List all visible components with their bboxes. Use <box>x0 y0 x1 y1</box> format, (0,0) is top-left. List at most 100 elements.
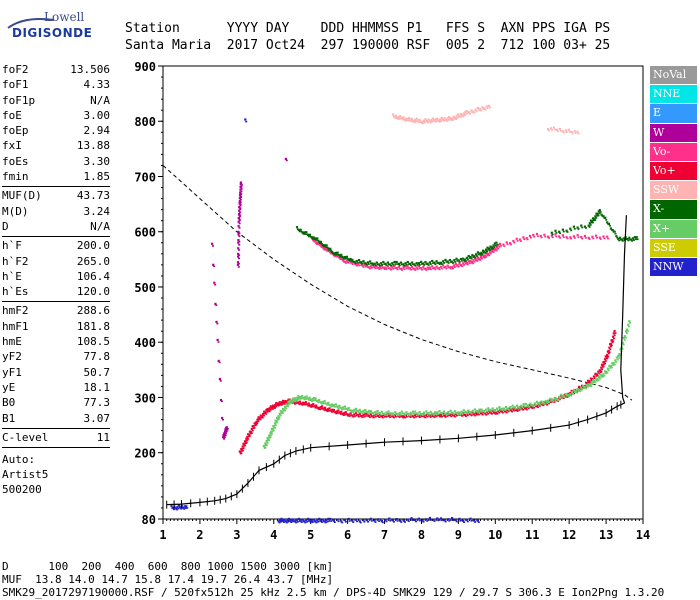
echo-point-x <box>377 412 380 414</box>
echo-point-w <box>239 194 242 197</box>
echo-point-x <box>403 264 406 267</box>
echo-point-x <box>331 250 334 254</box>
echo-point-x <box>544 400 547 403</box>
echo-point-vo <box>374 416 377 418</box>
echo-point-x <box>334 251 337 255</box>
echo-point-ssw <box>455 118 457 121</box>
echo-point-vo <box>518 409 521 411</box>
echo-point-x <box>373 262 376 265</box>
echo-point-vo <box>548 402 550 405</box>
echo-point-vo <box>241 445 244 448</box>
echo-point-nnw <box>287 517 290 520</box>
echo-point-nnw <box>341 521 344 524</box>
echo-point-x <box>462 257 465 260</box>
echo-point-x <box>395 260 398 264</box>
echo-point-vo <box>264 413 267 415</box>
echo-point-nnw <box>392 521 395 523</box>
echo-point-x <box>316 399 319 402</box>
echo-point-vo <box>401 415 404 418</box>
echo-point-x <box>493 242 496 245</box>
echo-point-ssw <box>464 110 467 113</box>
echo-point-vo <box>443 414 446 417</box>
echo-point-vo <box>349 261 352 264</box>
echo-point-vo <box>525 237 528 240</box>
echo-point-vo <box>435 415 438 418</box>
echo-point-vo <box>320 246 323 248</box>
autoscaling-line: Artist5 <box>2 468 49 482</box>
echo-point-x <box>617 237 620 241</box>
echo-point-vo <box>510 409 513 412</box>
param-divider <box>2 301 110 303</box>
echo-point-ssw <box>450 119 453 121</box>
echo-point-vo <box>536 406 539 409</box>
echo-point-ssw <box>391 113 395 116</box>
echo-point-nnw <box>389 519 392 522</box>
echo-point-vo <box>496 413 499 415</box>
echo-point-w <box>239 207 242 210</box>
echo-point-w <box>239 201 242 203</box>
echo-point-vo <box>613 330 616 333</box>
echo-point-x <box>348 260 351 262</box>
param-value: 108.5 <box>76 335 110 349</box>
echo-point-x <box>331 403 334 406</box>
echo-point-vo <box>355 412 358 415</box>
echo-point-w <box>223 432 226 436</box>
echo-point-vo <box>587 382 590 384</box>
echo-point-vo <box>512 409 515 412</box>
echo-point-x <box>312 397 316 400</box>
echo-point-x <box>380 262 383 265</box>
echo-point-x <box>540 400 543 403</box>
echo-point-ssw <box>417 119 420 122</box>
echo-point-nnw <box>317 521 320 523</box>
echo-point-x <box>296 396 299 399</box>
echo-point-vo <box>437 267 440 270</box>
echo-point-vo <box>338 411 341 414</box>
echo-point-vo <box>247 433 251 436</box>
echo-point-x <box>593 217 596 220</box>
echo-point-x <box>320 243 323 245</box>
echo-point-w <box>239 208 242 211</box>
echo-point-vo <box>269 405 272 408</box>
echo-point-vo <box>321 405 324 408</box>
echo-point-vo <box>294 403 296 405</box>
echo-point-x <box>420 412 423 416</box>
echo-point-x <box>485 248 488 251</box>
echo-point-x <box>424 261 427 264</box>
echo-point-vo <box>570 237 573 240</box>
echo-point-vo <box>576 234 579 237</box>
param-value: 18.1 <box>83 380 111 394</box>
echo-point-w <box>224 429 227 432</box>
echo-point-x <box>448 413 451 415</box>
echo-point-vo <box>271 408 274 410</box>
echo-point-vo <box>439 265 443 268</box>
echo-point-x <box>308 399 310 401</box>
echo-point-x <box>617 354 620 357</box>
echo-point-nnw <box>309 521 312 523</box>
x-tick-label: 8 <box>418 528 425 542</box>
echo-point-x <box>274 424 277 426</box>
echo-point-vo <box>608 346 611 349</box>
echo-point-vo <box>331 408 334 411</box>
echo-point-x <box>423 264 426 266</box>
echo-point-vo <box>476 413 478 416</box>
echo-point-w <box>238 240 241 243</box>
echo-point-x <box>567 395 570 398</box>
echo-point-w <box>239 203 242 206</box>
echo-point-vo <box>246 436 249 439</box>
echo-point-nnw <box>170 505 173 508</box>
echo-point-x <box>405 411 408 414</box>
echo-point-x <box>381 264 384 266</box>
echo-point-x <box>603 375 606 377</box>
echo-point-w <box>239 181 242 184</box>
echo-point-x <box>346 409 349 412</box>
echo-point-vo <box>561 234 564 237</box>
echo-point-w <box>238 199 241 202</box>
echo-point-nnw <box>314 520 317 523</box>
echo-point-x <box>439 412 442 414</box>
echo-point-x <box>609 367 612 369</box>
echo-point-x <box>436 262 439 264</box>
echo-point-x <box>385 264 388 267</box>
echo-point-x <box>323 244 326 247</box>
param-name: hmE <box>2 335 22 349</box>
echo-point-nnw <box>280 517 283 520</box>
